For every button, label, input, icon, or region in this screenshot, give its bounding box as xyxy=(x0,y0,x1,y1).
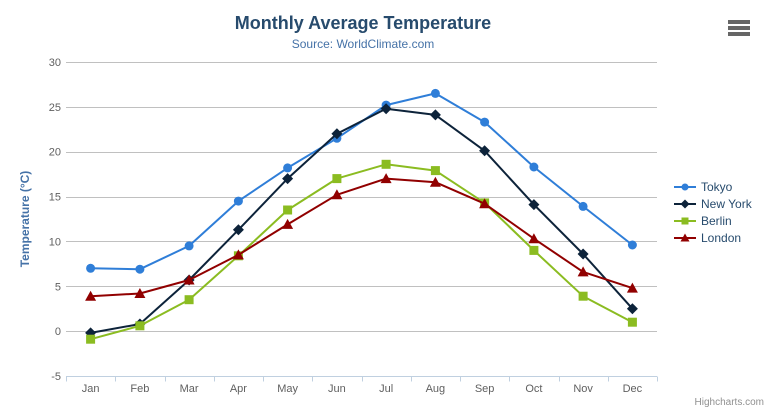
legend-marker-square xyxy=(674,217,696,224)
legend-label: Tokyo xyxy=(701,179,733,194)
legend-item-london[interactable]: London xyxy=(674,229,752,246)
legend-item-new-york[interactable]: New York xyxy=(674,195,752,212)
point-new-york-nov[interactable] xyxy=(577,248,589,260)
point-new-york-dec[interactable] xyxy=(626,303,638,315)
point-london-oct[interactable] xyxy=(528,233,540,244)
x-axis-label: Nov xyxy=(573,383,593,395)
x-axis-label: Feb xyxy=(130,383,149,395)
legend-marker-triangle xyxy=(674,233,696,241)
y-axis-label: 30 xyxy=(49,57,61,69)
point-berlin-nov[interactable] xyxy=(578,291,588,301)
x-axis-label: Dec xyxy=(623,383,643,395)
y-axis-label: 0 xyxy=(55,326,61,338)
legend-item-tokyo[interactable]: Tokyo xyxy=(674,178,752,195)
x-axis-label: Oct xyxy=(525,383,542,395)
point-new-york-may[interactable] xyxy=(282,173,294,185)
x-axis-label: Jul xyxy=(379,383,393,395)
point-berlin-feb[interactable] xyxy=(135,321,145,331)
point-berlin-jan[interactable] xyxy=(86,334,96,344)
chart-subtitle: Source: WorldClimate.com xyxy=(291,37,435,51)
y-axis-label: 25 xyxy=(49,102,61,114)
y-axis-label: 5 xyxy=(55,281,61,293)
y-axis-label: 20 xyxy=(49,147,61,159)
legend-label: Berlin xyxy=(701,213,732,228)
point-new-york-jul[interactable] xyxy=(380,103,392,115)
point-tokyo-feb[interactable] xyxy=(135,264,145,274)
point-berlin-may[interactable] xyxy=(283,205,293,215)
legend-label: New York xyxy=(701,196,752,211)
point-new-york-oct[interactable] xyxy=(528,199,540,211)
point-tokyo-sep[interactable] xyxy=(480,117,490,127)
point-berlin-aug[interactable] xyxy=(430,166,440,176)
point-new-york-aug[interactable] xyxy=(429,109,441,121)
series-line-london[interactable] xyxy=(89,177,634,298)
x-axis-label: Jan xyxy=(82,383,100,395)
legend-marker-circle xyxy=(674,183,696,190)
point-berlin-dec[interactable] xyxy=(627,317,637,327)
x-axis-label: Sep xyxy=(475,383,495,395)
point-london-nov[interactable] xyxy=(577,266,589,277)
legend: Tokyo New York Berlin London xyxy=(674,178,752,246)
point-tokyo-apr[interactable] xyxy=(233,196,243,206)
series-line-berlin[interactable] xyxy=(89,163,634,341)
legend-item-berlin[interactable]: Berlin xyxy=(674,212,752,229)
point-berlin-mar[interactable] xyxy=(184,295,194,305)
point-london-mar[interactable] xyxy=(183,274,195,285)
point-berlin-jul[interactable] xyxy=(381,159,391,169)
point-tokyo-dec[interactable] xyxy=(627,240,637,250)
x-axis-label: May xyxy=(277,383,298,395)
series-line-new-york[interactable] xyxy=(89,107,634,334)
point-london-feb[interactable] xyxy=(134,288,146,298)
point-tokyo-nov[interactable] xyxy=(578,201,588,211)
point-tokyo-aug[interactable] xyxy=(430,88,440,98)
point-tokyo-mar[interactable] xyxy=(184,241,194,251)
point-berlin-jun[interactable] xyxy=(332,174,342,184)
point-london-dec[interactable] xyxy=(626,282,638,293)
x-axis-label: Mar xyxy=(180,383,199,395)
point-london-aug[interactable] xyxy=(429,176,441,187)
point-new-york-sep[interactable] xyxy=(479,145,491,157)
series-line-tokyo[interactable] xyxy=(89,92,634,271)
y-axis-label: 15 xyxy=(49,192,61,204)
point-london-sep[interactable] xyxy=(479,198,491,209)
x-axis-label: Aug xyxy=(426,383,446,395)
x-axis-label: Apr xyxy=(230,383,247,395)
point-london-apr[interactable] xyxy=(232,249,244,260)
point-london-jan[interactable] xyxy=(85,290,97,301)
point-tokyo-may[interactable] xyxy=(283,163,293,173)
point-berlin-oct[interactable] xyxy=(529,245,539,255)
hamburger-icon xyxy=(728,20,751,36)
point-tokyo-jan[interactable] xyxy=(86,263,96,273)
y-axis-label: 10 xyxy=(49,236,61,248)
chart-title: Monthly Average Temperature xyxy=(234,13,492,33)
legend-marker-diamond xyxy=(674,199,696,208)
point-new-york-apr[interactable] xyxy=(232,224,244,236)
point-tokyo-oct[interactable] xyxy=(529,162,539,172)
point-london-jun[interactable] xyxy=(331,189,343,200)
legend-label: London xyxy=(701,230,742,245)
x-axis-label: Jun xyxy=(328,383,346,395)
export-menu-button[interactable] xyxy=(728,20,751,37)
point-london-may[interactable] xyxy=(282,218,294,229)
credits-link[interactable]: Highcharts.com xyxy=(694,397,764,408)
point-london-jul[interactable] xyxy=(380,173,392,184)
point-new-york-jun[interactable] xyxy=(331,128,343,140)
y-axis-label: -5 xyxy=(51,371,61,383)
